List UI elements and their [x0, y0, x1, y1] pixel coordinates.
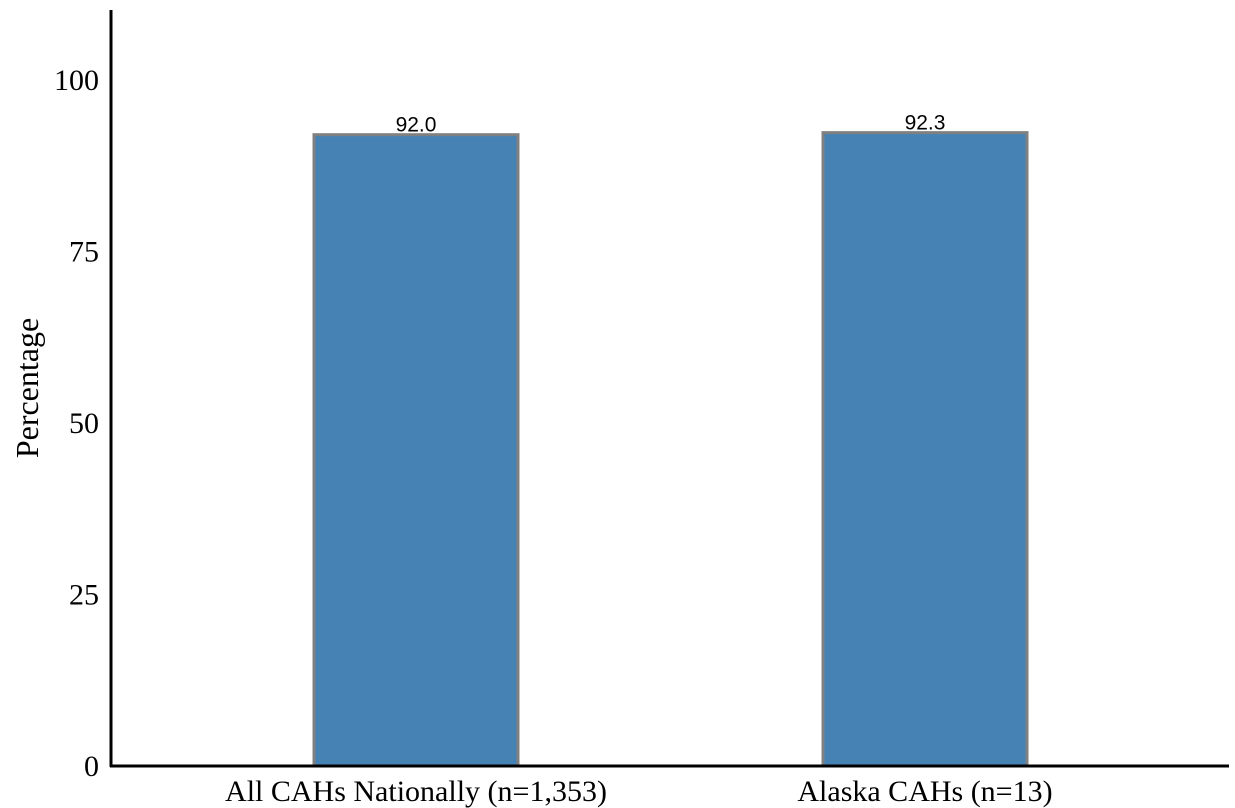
y-axis-title: Percentage [9, 318, 45, 458]
y-tick-label-1: 25 [69, 578, 99, 611]
y-tick-label-3: 75 [69, 235, 99, 268]
data-label-0: 92.0 [396, 114, 437, 137]
x-tick-label-1: Alaska CAHs (n=13) [797, 775, 1052, 808]
y-tick-label-0: 0 [84, 750, 99, 783]
y-tick-label-4: 100 [54, 64, 99, 97]
data-label-1: 92.3 [905, 112, 946, 135]
x-tick-label-0: All CAHs Nationally (n=1,353) [225, 775, 607, 808]
bar-1 [821, 131, 1029, 768]
bars-group [312, 131, 1029, 768]
bar-0 [312, 133, 520, 768]
y-tick-label-2: 50 [69, 407, 99, 440]
y-ticks-group: 0 25 50 75 100 [54, 64, 99, 783]
x-ticks-group: All CAHs Nationally (n=1,353) Alaska CAHs… [225, 775, 1053, 808]
data-labels-group: 92.0 92.3 [396, 112, 946, 137]
